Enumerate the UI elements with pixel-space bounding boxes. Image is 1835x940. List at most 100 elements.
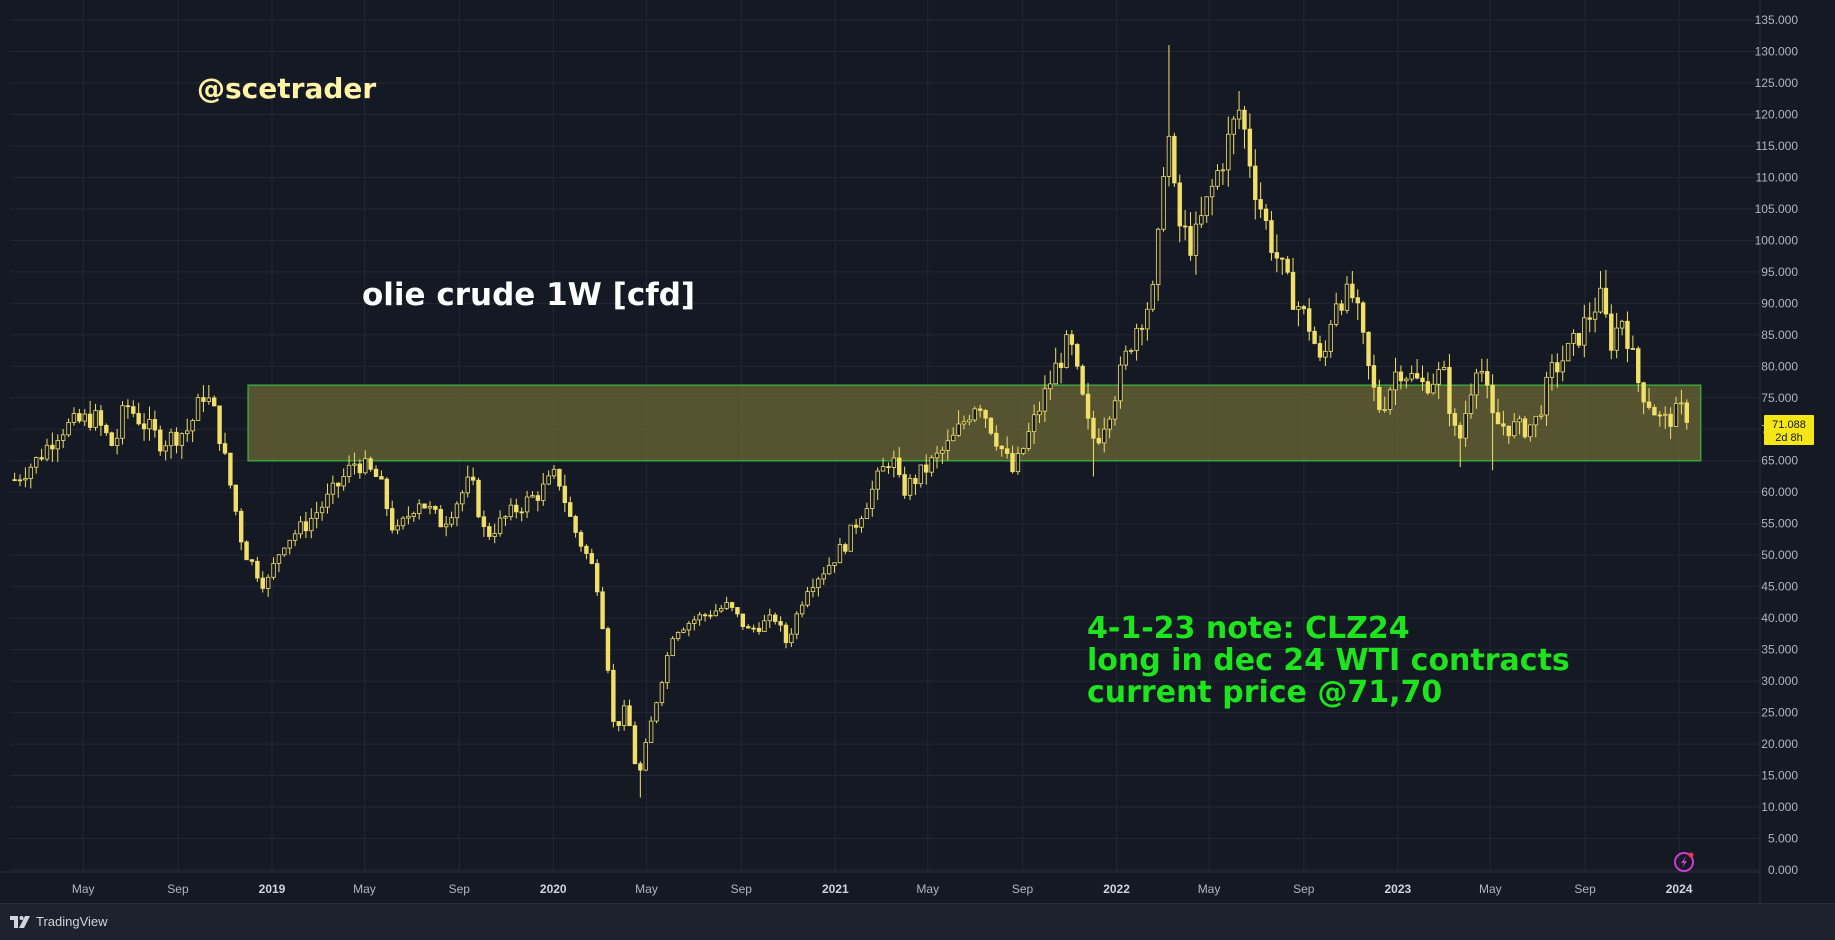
candle [767, 608, 772, 629]
candle-body [1538, 414, 1544, 417]
candle-body [945, 440, 951, 451]
note-line-1[interactable]: 4-1-23 note: CLZ24 [1087, 611, 1410, 646]
y-tick-label: 130.000 [1755, 44, 1799, 58]
candle [1058, 352, 1064, 384]
candle [535, 491, 541, 512]
candle-body [416, 503, 422, 514]
candle-body [212, 397, 217, 407]
candle-body [713, 610, 719, 617]
candle-body [578, 532, 584, 547]
candle [1404, 376, 1409, 389]
candle [1366, 331, 1371, 380]
note-line-2[interactable]: long in dec 24 WTI contracts [1087, 643, 1570, 678]
candle-body [152, 419, 158, 431]
candle-body [201, 397, 206, 402]
candle [60, 429, 66, 449]
candle [557, 468, 562, 491]
candle-body [330, 482, 336, 495]
candle [729, 601, 735, 612]
candle [55, 434, 60, 463]
candle [314, 501, 319, 529]
candle-body [228, 452, 233, 486]
candle-body [1355, 297, 1360, 304]
candle [1280, 257, 1285, 275]
candle-body [222, 443, 228, 454]
tradingview-brand[interactable]: TradingView [10, 914, 108, 929]
lightning-icon[interactable] [1674, 852, 1694, 872]
candle [632, 721, 638, 765]
candle [416, 499, 422, 520]
y-tick-label: 10.000 [1761, 800, 1798, 814]
candle-body [1312, 330, 1317, 344]
candle [454, 501, 460, 527]
candle [465, 465, 470, 498]
candle [1598, 271, 1603, 314]
candle [1155, 227, 1161, 301]
candle [179, 432, 185, 460]
candle-body [1511, 421, 1517, 437]
candle-body [438, 509, 443, 528]
candle-body [66, 421, 71, 436]
candlestick-chart[interactable]: 0.000 5.000 10.000 15.000 20.000 25.000 30.000… [0, 0, 1835, 903]
candle [341, 468, 346, 491]
candle [1414, 359, 1420, 380]
candle-body [1080, 365, 1085, 395]
price-axis[interactable]: 0.000 5.000 10.000 15.000 20.000 25.000 30.000… [1755, 13, 1799, 877]
candle [298, 516, 303, 539]
candle [1215, 164, 1220, 190]
candle-body [675, 632, 681, 640]
candle [1258, 182, 1263, 218]
candle-body [1495, 412, 1501, 425]
candle-body [692, 619, 697, 624]
handle-annotation[interactable]: @scetrader [197, 72, 376, 105]
candle [1075, 342, 1080, 370]
candle-body [1641, 382, 1646, 403]
candle [244, 540, 249, 561]
candle-body [573, 516, 578, 533]
candle [390, 500, 395, 534]
candle-body [179, 433, 185, 446]
candle [1339, 300, 1344, 316]
candle-body [611, 669, 616, 722]
candle [1199, 196, 1204, 228]
candle-body [125, 405, 131, 408]
candle [1463, 400, 1468, 447]
candle-body [621, 705, 627, 726]
candle [832, 562, 837, 573]
candle [400, 516, 406, 530]
time-axis[interactable]: May Sep 2019 May Sep 2020 May Sep 2021 May Sep 2022… [72, 882, 1693, 896]
title-annotation[interactable]: olie crude 1W [cfd] [362, 277, 695, 313]
candle-body [1258, 199, 1263, 210]
candle-body [39, 457, 44, 460]
candle-body [1517, 418, 1522, 423]
candle [1145, 302, 1150, 341]
candle [1107, 416, 1112, 439]
candle [109, 431, 114, 447]
candle [551, 465, 557, 479]
candle [492, 523, 497, 544]
candle-body [427, 506, 433, 509]
candle-body [492, 533, 497, 537]
candle [39, 448, 44, 462]
candle [28, 463, 34, 489]
candle-body [934, 452, 940, 459]
candle-body [729, 602, 735, 608]
candle [1360, 300, 1366, 345]
candle-body [1118, 364, 1123, 402]
candle-body [406, 515, 411, 519]
candle-body [292, 533, 298, 541]
candle [422, 503, 427, 509]
candle-body [1414, 373, 1420, 379]
x-tick-label: 2021 [822, 882, 849, 896]
candle [659, 680, 665, 707]
candle [1441, 360, 1447, 371]
candle [1253, 149, 1258, 220]
grid-lines [10, 0, 1760, 872]
candle [1236, 91, 1242, 130]
candle [1226, 116, 1231, 187]
candle [1220, 163, 1226, 185]
candle [44, 438, 50, 462]
candle [681, 627, 686, 634]
note-line-3[interactable]: current price @71,70 [1087, 675, 1442, 710]
candle [255, 556, 260, 582]
